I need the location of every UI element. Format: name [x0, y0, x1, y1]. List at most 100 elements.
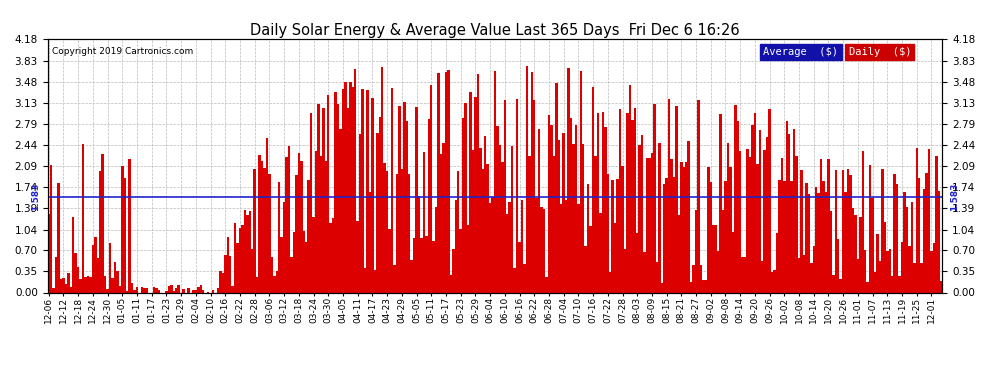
Bar	[263, 168, 265, 292]
Bar	[756, 164, 758, 292]
Bar	[830, 211, 833, 292]
Bar	[687, 141, 690, 292]
Bar	[838, 239, 840, 292]
Bar	[918, 177, 921, 292]
Bar	[280, 237, 283, 292]
Bar	[531, 72, 533, 292]
Bar	[366, 90, 368, 292]
Bar	[265, 138, 268, 292]
Bar	[258, 155, 260, 292]
Bar	[229, 256, 232, 292]
Bar	[648, 158, 650, 292]
Bar	[636, 233, 639, 292]
Bar	[371, 98, 373, 292]
Bar	[874, 272, 876, 292]
Bar	[538, 129, 541, 292]
Bar	[634, 108, 636, 292]
Bar	[763, 150, 766, 292]
Bar	[197, 287, 200, 292]
Bar	[717, 251, 720, 292]
Bar	[82, 144, 84, 292]
Bar	[624, 249, 627, 292]
Bar	[533, 100, 536, 292]
Bar	[496, 126, 499, 292]
Bar	[403, 102, 406, 292]
Bar	[445, 72, 447, 292]
Bar	[317, 104, 320, 292]
Bar	[315, 151, 317, 292]
Bar	[273, 276, 275, 292]
Bar	[705, 280, 707, 292]
Bar	[310, 113, 312, 292]
Bar	[295, 176, 298, 292]
Bar	[293, 232, 295, 292]
Bar	[712, 225, 715, 292]
Text: Daily  ($): Daily ($)	[848, 47, 911, 57]
Bar	[607, 174, 609, 292]
Bar	[212, 290, 214, 292]
Bar	[572, 144, 574, 292]
Bar	[494, 71, 496, 292]
Bar	[526, 66, 528, 292]
Bar	[849, 175, 851, 292]
Bar	[766, 136, 768, 292]
Bar	[275, 272, 278, 292]
Bar	[663, 184, 665, 292]
Bar	[285, 158, 288, 292]
Bar	[906, 207, 908, 292]
Bar	[521, 200, 523, 292]
Bar	[644, 252, 645, 292]
Bar	[810, 264, 813, 292]
Bar	[386, 171, 388, 292]
Bar	[893, 174, 896, 292]
Bar	[237, 243, 239, 292]
Bar	[921, 263, 923, 292]
Bar	[560, 204, 562, 292]
Bar	[650, 153, 653, 292]
Bar	[859, 217, 861, 292]
Bar	[109, 243, 111, 292]
Bar	[332, 218, 335, 292]
Bar	[552, 156, 555, 292]
Bar	[457, 171, 459, 292]
Bar	[665, 178, 668, 292]
Bar	[481, 169, 484, 292]
Bar	[622, 166, 624, 292]
Bar	[562, 133, 565, 292]
Bar	[673, 177, 675, 292]
Bar	[57, 183, 59, 292]
Bar	[222, 273, 224, 292]
Bar	[335, 92, 337, 292]
Bar	[790, 182, 793, 292]
Bar	[146, 288, 148, 292]
Bar	[260, 161, 263, 292]
Bar	[251, 249, 253, 292]
Bar	[793, 129, 795, 292]
Bar	[660, 283, 663, 292]
Bar	[889, 249, 891, 292]
Bar	[570, 118, 572, 292]
Bar	[346, 108, 349, 292]
Bar	[308, 180, 310, 292]
Bar	[788, 134, 790, 292]
Bar	[121, 166, 124, 292]
Bar	[528, 156, 531, 292]
Bar	[886, 251, 889, 292]
Bar	[923, 189, 926, 292]
Bar	[682, 168, 685, 292]
Bar	[543, 209, 545, 292]
Bar	[77, 267, 79, 292]
Bar	[290, 257, 293, 292]
Bar	[670, 159, 673, 292]
Bar	[345, 82, 346, 292]
Bar	[388, 229, 391, 292]
Bar	[678, 215, 680, 292]
Bar	[864, 251, 866, 292]
Bar	[737, 121, 739, 292]
Bar	[680, 162, 682, 292]
Bar	[144, 288, 146, 292]
Bar	[675, 106, 678, 292]
Bar	[840, 279, 842, 292]
Bar	[322, 108, 325, 292]
Bar	[376, 133, 378, 292]
